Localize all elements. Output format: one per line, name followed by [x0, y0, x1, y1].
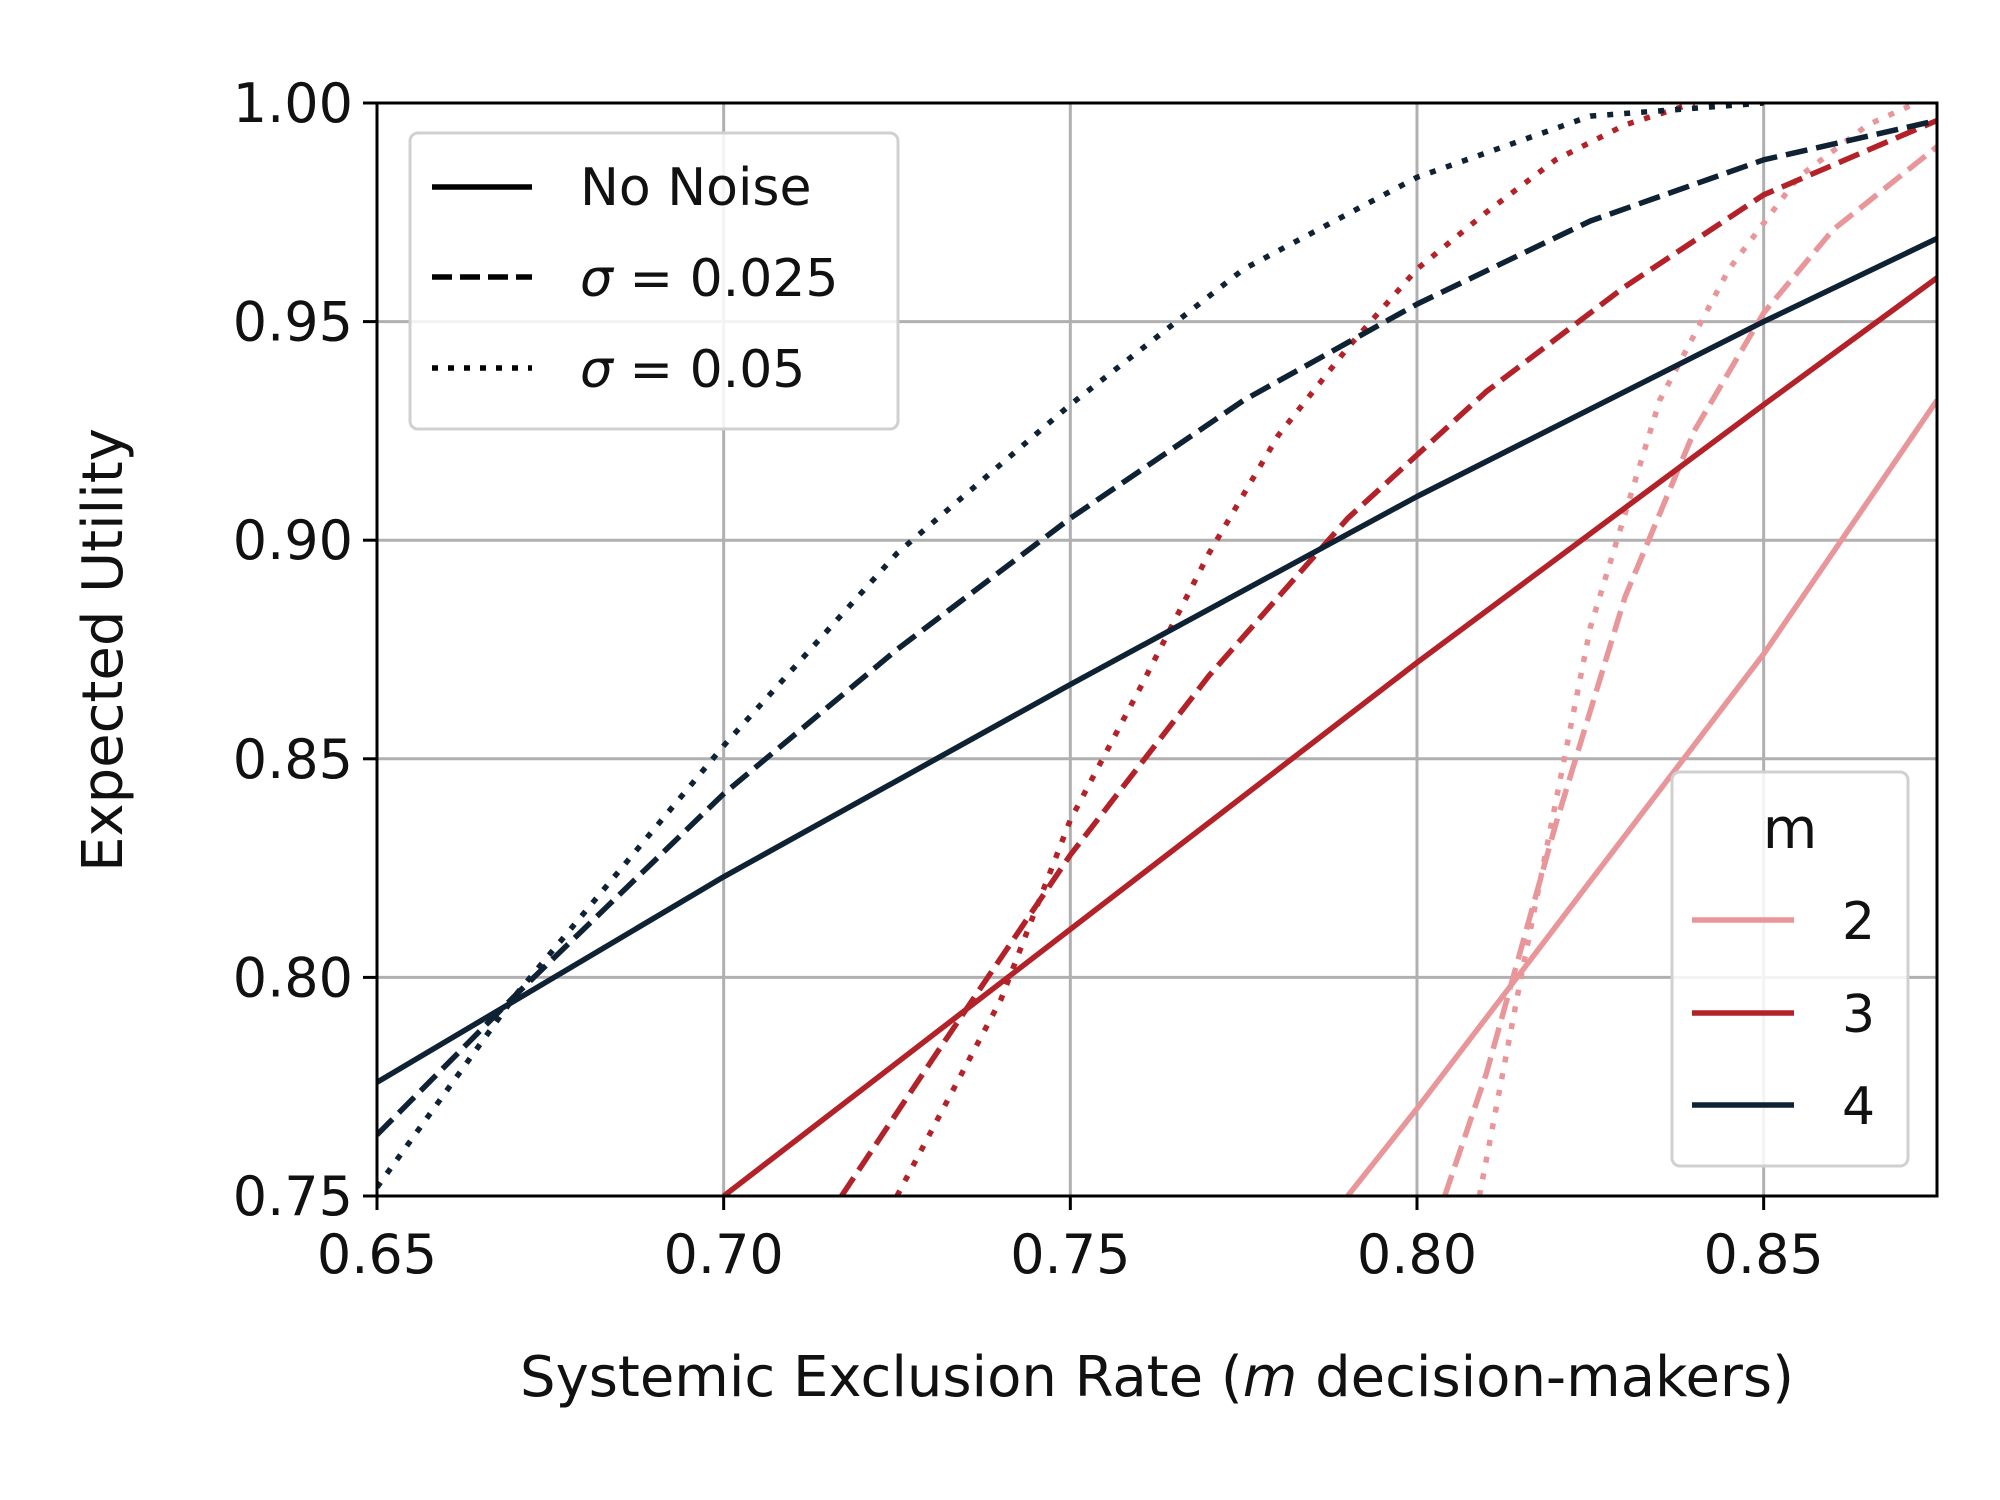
- plot-frame: [375, 101, 1939, 1198]
- series-line-m4-dashed: [377, 117, 1937, 1137]
- m-legend: m 2 3 4: [1670, 770, 1910, 1168]
- m-legend-title: m: [1763, 797, 1818, 862]
- x-axis-label-end: decision-makers): [1297, 1345, 1794, 1410]
- legend-label-sigma-005: σ = 0.05: [580, 340, 805, 400]
- m-legend-box: [1670, 770, 1910, 1168]
- series-line-m2-solid: [1345, 398, 1937, 1196]
- x-axis-label: Systemic Exclusion Rate (m decision-make…: [520, 1345, 1794, 1410]
- series-line-m3-solid: [722, 275, 1937, 1196]
- y-tick-label: 0.90: [233, 509, 353, 572]
- y-tick-label: 0.95: [233, 291, 353, 354]
- style-legend: No Noise σ = 0.025 σ = 0.05: [408, 131, 900, 431]
- legend-sigma-symbol: σ: [580, 249, 615, 309]
- legend-label-no-noise: No Noise: [580, 158, 812, 218]
- y-tick-label: 0.75: [233, 1165, 353, 1228]
- legend-sigma-symbol: σ: [580, 340, 615, 400]
- legend-sigma-value: = 0.025: [613, 249, 839, 309]
- series-line-m2-dashed: [1442, 144, 1937, 1196]
- x-tick-label: 0.70: [664, 1223, 784, 1286]
- series-group: [377, 103, 1937, 1196]
- series-line-m4-dotted: [377, 103, 1764, 1189]
- x-axis-label-start: Systemic Exclusion Rate (: [520, 1345, 1243, 1410]
- y-axis-label: Expected Utility: [71, 428, 136, 872]
- x-tick-label: 0.65: [317, 1223, 437, 1286]
- style-legend-box: [408, 131, 900, 431]
- axis-ticks: 0.65 0.70 0.75 0.80 0.85 0.75 0.80 0.85 0.90 0.95…: [233, 72, 1824, 1286]
- m-legend-label-4: 4: [1842, 1077, 1875, 1137]
- x-tick-label: 0.85: [1704, 1223, 1824, 1286]
- m-legend-label-2: 2: [1842, 892, 1875, 952]
- m-legend-label-3: 3: [1842, 985, 1875, 1045]
- x-axis-label-var: m: [1243, 1345, 1298, 1410]
- series-line-m3-dotted: [894, 103, 1696, 1196]
- y-tick-label: 1.00: [233, 72, 353, 135]
- x-tick-label: 0.75: [1010, 1223, 1130, 1286]
- series-line-m4-solid: [377, 236, 1937, 1085]
- y-tick-label: 0.80: [233, 946, 353, 1009]
- legend-sigma-value: = 0.05: [613, 340, 805, 400]
- legend-label-sigma-0025: σ = 0.025: [580, 249, 838, 309]
- series-line-m3-dashed: [839, 117, 1937, 1196]
- x-tick-label: 0.80: [1357, 1223, 1477, 1286]
- y-tick-label: 0.85: [233, 728, 353, 791]
